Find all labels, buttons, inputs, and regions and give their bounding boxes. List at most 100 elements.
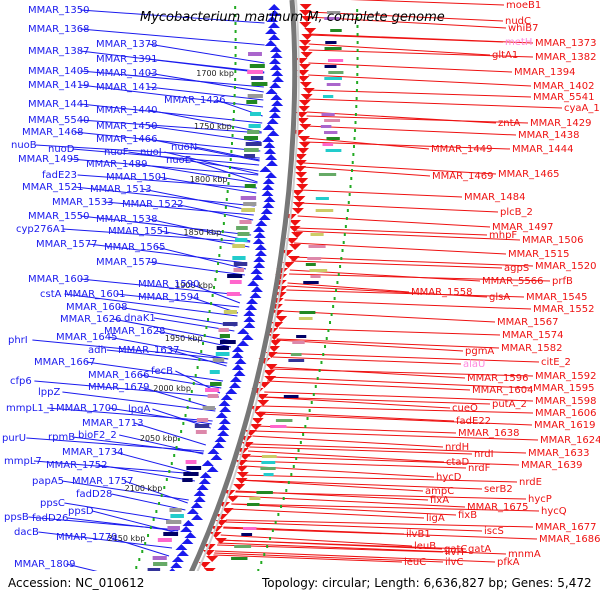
feature-band [249,64,265,68]
feature-band [167,526,180,530]
right-gene-connector [253,430,539,441]
left-gene-connector [148,43,265,64]
gene-arrow-forward [249,292,262,298]
gene-arrow-reverse [299,22,312,28]
left-gene-label: fadD26 [32,513,68,524]
tick-dot [336,281,339,284]
left-gene-label: MMAR_1779 [56,532,118,543]
right-gene-connector [270,366,466,379]
gene-arrow-reverse [297,76,310,82]
tick-dot [194,374,197,377]
feature-band [324,17,340,20]
tick-dot [155,510,158,513]
left-gene-label: MMAR_1489 [86,159,148,170]
right-gene-connector [304,141,511,150]
feature-band [209,370,220,374]
right-gene-label: leuC [404,557,426,568]
right-gene-connector [239,479,483,490]
gene-arrow-reverse [295,172,308,178]
tick-dot [192,382,195,385]
tick-dot [158,502,161,505]
feature-band [248,52,262,56]
gene-arrow-forward [201,460,214,466]
gene-arrow-forward [243,322,256,328]
feature-band [261,461,276,464]
gene-arrow-forward [243,310,256,316]
right-gene-label: MMAR_1604 [472,385,534,396]
tick-dot [223,214,226,217]
tick-dot [220,238,223,241]
right-gene-label: putA_2 [492,399,527,410]
tick-dot [163,486,166,489]
tick-dot [213,286,216,289]
right-gene-label: ilvH [445,547,464,558]
left-gene-label: purU [2,433,26,444]
left-gene-connector [108,536,170,557]
gene-arrow-forward [272,76,285,82]
gene-arrow-reverse [289,220,302,226]
left-gene-connector [62,391,216,412]
gene-arrow-forward [251,274,264,280]
left-gene-label: papA5 [32,476,64,487]
left-gene-label: mmpL1_1 [6,403,55,414]
tick-dot [211,294,214,297]
left-gene-label: bioF2_2 [78,430,117,441]
tick-dot [180,430,183,433]
feature-band [326,83,341,86]
gene-arrow-reverse [249,424,262,430]
right-gene-label: MMAR_5566 [482,276,544,287]
left-gene-label: MMAR_1533 [52,197,114,208]
tick-dot [340,257,343,260]
gene-arrow-forward [170,562,183,568]
gene-arrow-reverse [210,526,223,532]
feature-band [229,280,242,284]
left-gene-label: MMAR_1522 [122,199,184,210]
tick-dot [182,422,185,425]
gene-arrow-forward [268,22,281,28]
right-gene-connector [225,521,483,532]
gene-arrow-reverse [235,460,248,466]
gene-arrow-reverse [287,256,300,262]
right-gene-connector [249,446,473,455]
left-gene-connector [148,261,246,276]
feature-band [250,76,264,80]
tick-dot [257,569,260,572]
tick-dot [233,86,236,89]
left-gene-label: MMAR_1468 [22,127,84,138]
gene-arrow-reverse [257,400,270,406]
right-gene-connector [296,227,488,236]
right-gene-connector [291,260,503,269]
gene-arrow-forward [243,316,256,322]
right-gene-label: MMAR_1633 [528,448,590,459]
tick-dot [196,366,199,369]
right-gene-connector [308,49,534,58]
gene-arrow-forward [206,466,219,472]
tick-dot [329,321,332,324]
feature-band [215,352,230,356]
feature-band [236,226,248,230]
gene-arrow-forward [231,364,244,370]
right-gene-label: nrdI [474,449,494,460]
right-gene-connector [262,396,491,405]
genome-backbone [175,0,298,600]
tick-dot [327,329,330,332]
feature-band [237,232,250,236]
right-gene-label: whiB7 [508,23,539,34]
gene-arrow-forward [266,118,279,124]
right-gene-label: ampC [425,486,454,497]
gene-arrow-forward [182,520,195,526]
gene-arrow-reverse [288,226,301,232]
left-gene-label: MMAR_1757 [72,476,134,487]
left-gene-connector [98,464,195,482]
right-gene-label: citE_2 [541,357,571,368]
gene-arrow-forward [237,340,250,346]
left-gene-label: rpmB [48,432,75,443]
feature-band [231,557,248,560]
right-gene-connector [300,189,463,198]
tick-dot [173,454,176,457]
right-gene-label: MMAR_1677 [535,522,597,533]
right-gene-label: gltA1 [492,50,518,61]
left-gene-label: MMAR_1577 [36,239,98,250]
right-gene-connector [255,425,457,434]
feature-band [182,478,193,482]
